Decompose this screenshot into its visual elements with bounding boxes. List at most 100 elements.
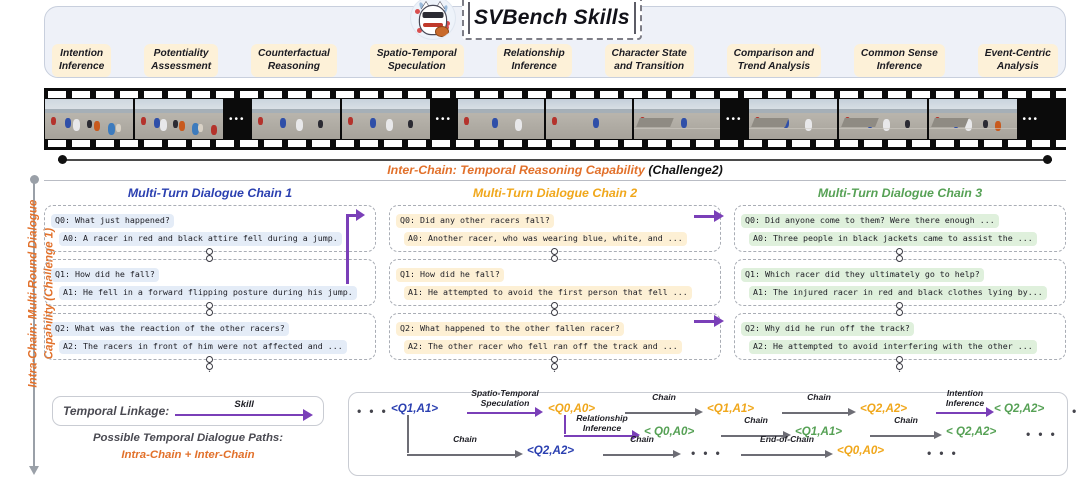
qa-turn[interactable]: Q2: What was the reaction of the other r… [44,313,376,370]
temporal-dialogue-path-graph: • • • <Q1,A1> Spatio-Temporal Speculation… [348,388,1080,476]
dialogue-chains: Multi-Turn Dialogue Chain 1 Q0: What jus… [44,184,1066,373]
film-frame [251,99,340,139]
path-node-q2a2-chain2: <Q2,A2> [860,402,908,415]
film-frame [634,99,721,139]
path-edge-chain-5 [407,445,523,459]
skill-chip-spatio-temporal-speculation[interactable]: Spatio-Temporal Speculation [369,44,464,77]
film-frame [341,99,430,139]
skill-label: Character State and Transition [611,48,687,73]
film-perforations-bottom [44,140,1066,147]
path-edge-label-intention-inference: Intention Inference [945,388,985,408]
inter-chain-text: Inter-Chain: Temporal Reasoning Capabili… [387,163,649,177]
answer-text: A1: He attempted to avoid the first pers… [404,285,692,300]
skill-label: Event-Centric Analysis [984,48,1051,73]
chain-3-title: Multi-Turn Dialogue Chain 3 [817,186,983,200]
qa-turn[interactable]: Q1: How did he fall? A1: He fell in a fo… [44,259,376,316]
possible-paths-caption: Possible Temporal Dialogue Paths: Intra-… [52,430,324,463]
timeline-start-knob [58,155,67,164]
section-divider [44,180,1066,181]
question-text: Q0: Did anyone come to them? Were there … [741,213,999,228]
qa-turn[interactable]: Q1: Which racer did they ultimately go t… [734,259,1066,316]
timeline-end-knob [1043,155,1052,164]
intra-chain-axis: Intra-Chain: Multi-Round Dialogue Capabi… [26,175,55,475]
question-text: Q2: What was the reaction of the other r… [51,321,289,336]
path-node-q1a1-chain1: <Q1,A1> [391,402,439,415]
question-text: Q1: How did he fall? [51,267,159,282]
path-edge-spatio-temporal [467,403,543,417]
film-frame [546,99,633,139]
skill-chip-event-centric-analysis[interactable]: Event-Centric Analysis [977,44,1058,77]
possible-paths-title: Possible Temporal Dialogue Paths: [92,432,284,444]
skill-arrow-icon: Skill [175,399,313,421]
skill-chip-relationship-inference[interactable]: Relationship Inference [496,44,572,77]
inter-chain-challenge: (Challenge2) [648,163,723,177]
film-frame [458,99,545,139]
film-frames: ••• ••• ••• ••• [44,88,1066,150]
chain-link-icon [896,248,904,262]
path-tail-dots: • • • [927,447,959,460]
svbench-cat-mascot-icon [410,0,456,40]
film-frame [135,99,223,139]
qa-turn[interactable]: Q2: Why did he run off the track? A2: He… [734,313,1066,370]
chain-link-icon [896,302,904,316]
question-text: Q1: How did he fall? [396,267,504,282]
path-node-q0a0-chain2: <Q0,A0> [548,402,596,415]
path-edge-end-of-chain [741,445,833,459]
filmstrip-ellipsis: ••• [435,113,453,125]
filmstrip-ellipsis: ••• [229,113,246,125]
path-edge-label-chain-1: Chain [652,392,676,402]
qa-turn[interactable]: Q0: Did any other racers fall? A0: Anoth… [389,205,721,262]
possible-paths-value: Intra-Chain + Inter-Chain [121,448,255,461]
path-end-dots-1: • • • [1072,405,1080,418]
path-edge-label-end-of-chain: End-of-Chain [760,434,814,444]
chain-link-icon [896,356,904,370]
skill-label: Relationship Inference [503,48,565,73]
chain-link-icon [206,248,214,262]
qa-turn[interactable]: Q2: What happened to the other fallen ra… [389,313,721,370]
film-frame [838,99,927,139]
question-text: Q0: What just happened? [51,213,174,228]
skill-chip-character-state-and-transition[interactable]: Character State and Transition [604,44,694,77]
chain-link-icon [551,356,559,370]
filmstrip-ellipsis: ••• [1022,113,1040,125]
skill-chip-comparison-and-trend-analysis[interactable]: Comparison and Trend Analysis [726,44,822,77]
inter-chain-arrow-2to3-bottom [694,315,734,329]
dialogue-chain-3: Multi-Turn Dialogue Chain 3 Q0: Did anyo… [734,184,1066,373]
path-edge-chain-3 [721,426,791,440]
skill-chip-counterfactual-reasoning[interactable]: Counterfactual Reasoning [250,44,337,77]
question-text: Q2: What happened to the other fallen ra… [396,321,624,336]
answer-text: A0: A racer in red and black attire fell… [59,231,342,246]
skill-chip-row: Intention Inference Potentiality Assessmen… [52,44,1058,77]
skill-label: Counterfactual Reasoning [257,48,330,73]
skill-chip-common-sense-inference[interactable]: Common Sense Inference [853,44,945,77]
temporal-linkage-label: Temporal Linkage: [63,404,170,418]
skill-arrow-label: Skill [234,399,254,410]
path-mid-dots: • • • [691,447,723,460]
question-text: Q0: Did any other racers fall? [396,213,554,228]
path-edge-relationship-inference [564,426,640,440]
video-filmstrip: ••• ••• ••• ••• [44,88,1066,150]
chain-link-icon [551,248,559,262]
brand-header: SVBench Skills [410,0,660,40]
skill-chip-intention-inference[interactable]: Intention Inference [52,44,112,77]
path-node-q1a1-chain2: <Q1,A1> [707,402,755,415]
qa-turn[interactable]: Q0: Did anyone come to them? Were there … [734,205,1066,262]
path-edge-label-chain-4: Chain [894,415,918,425]
answer-text: A2: The racers in front of him were not … [59,339,347,354]
temporal-linkage-legend: Temporal Linkage: Skill [52,396,324,426]
path-edge-label-chain-6: Chain [630,434,654,444]
path-edge-intention-inference [936,403,994,417]
filmstrip-ellipsis: ••• [726,113,743,125]
answer-text: A1: He fell in a forward flipping postur… [59,285,357,300]
path-edge-chain-6 [603,445,681,459]
path-edge-label-chain-5: Chain [453,434,477,444]
qa-turn[interactable]: Q0: What just happened? A0: A racer in r… [44,205,376,262]
question-text: Q2: Why did he run off the track? [741,321,914,336]
path-node-q2a2-chain3-a: < Q2,A2> [994,402,1045,415]
skill-chip-potentiality-assessment[interactable]: Potentiality Assessment [144,44,219,77]
film-perforations-top [44,91,1066,98]
path-node-q2a2-chain3-b: < Q2,A2> [946,425,997,438]
qa-turn[interactable]: Q1: How did he fall? A1: He attempted to… [389,259,721,316]
chain-1-title: Multi-Turn Dialogue Chain 1 [127,186,293,200]
skill-label: Common Sense Inference [860,48,938,73]
